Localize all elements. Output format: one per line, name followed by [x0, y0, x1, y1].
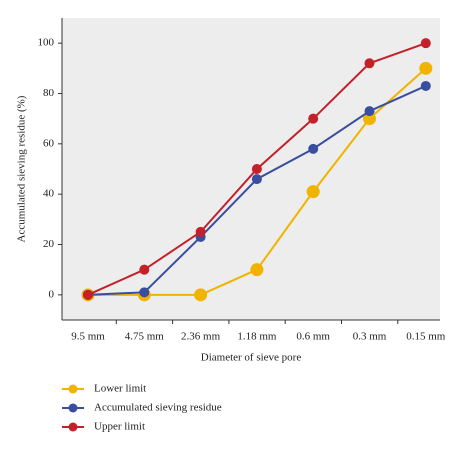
- x-tick-label: 9.5 mm: [71, 331, 105, 343]
- legend-marker: [68, 384, 78, 394]
- y-tick-label: 80: [43, 87, 55, 99]
- marker: [139, 264, 150, 275]
- marker: [194, 288, 208, 302]
- marker: [251, 174, 262, 185]
- legend-marker: [68, 422, 78, 432]
- marker: [419, 61, 433, 75]
- y-tick-label: 0: [49, 288, 55, 300]
- plot-area: [62, 18, 440, 320]
- marker: [251, 164, 262, 174]
- x-tick-label: 1.18 mm: [237, 331, 277, 343]
- x-tick-label: 0.3 mm: [353, 331, 387, 343]
- y-tick-label: 60: [43, 137, 55, 149]
- marker: [363, 112, 376, 126]
- y-tick-label: 40: [43, 188, 55, 200]
- marker: [364, 58, 375, 69]
- marker: [420, 80, 431, 91]
- x-tick-label: 0.15 mm: [406, 331, 446, 343]
- x-tick-label: 4.75 mm: [125, 331, 165, 343]
- marker: [139, 287, 150, 298]
- legend-label: Lower limit: [94, 383, 146, 395]
- y-axis-label: Accumulated sieving residue (%): [16, 95, 28, 242]
- x-tick-label: 0.6 mm: [296, 331, 330, 343]
- marker: [308, 113, 319, 124]
- marker: [420, 38, 431, 49]
- y-tick-label: 100: [38, 37, 55, 49]
- marker: [306, 185, 320, 199]
- marker: [250, 263, 264, 277]
- marker: [195, 226, 206, 237]
- legend-label: Upper limit: [94, 421, 145, 433]
- legend-label: Accumulated sieving residue: [94, 402, 222, 414]
- marker: [364, 106, 375, 117]
- x-tick-label: 2.36 mm: [181, 331, 221, 343]
- x-axis-label: Diameter of sieve pore: [201, 352, 302, 364]
- marker: [308, 143, 319, 154]
- legend-marker: [68, 403, 78, 413]
- y-tick-label: 20: [43, 238, 55, 250]
- marker: [83, 289, 93, 300]
